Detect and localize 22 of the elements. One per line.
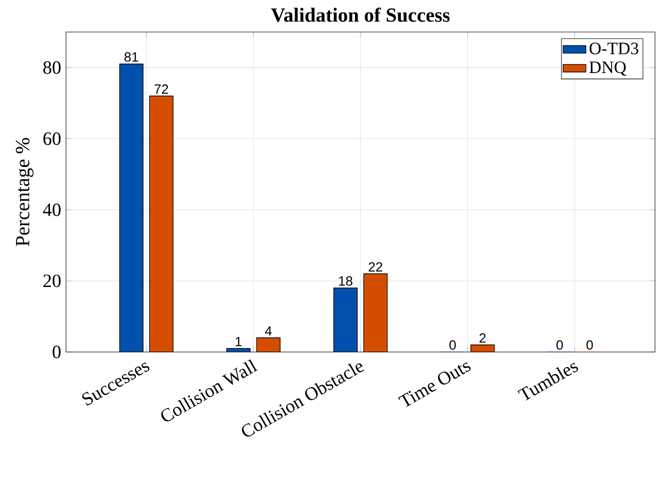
x-tick-label: Time Outs [398, 362, 471, 408]
data-label: 1 [236, 336, 242, 346]
legend-label: O-TD3 [590, 42, 638, 54]
y-tick-label: 80 [43, 61, 61, 74]
y-tick-label: 0 [52, 346, 61, 358]
data-label: 0 [449, 340, 456, 350]
data-label: 22 [368, 262, 382, 272]
data-label: 2 [480, 333, 486, 343]
y-axis-title: Percentage % [16, 138, 34, 246]
data-label: 0 [586, 340, 593, 350]
y-tick-label: 20 [43, 274, 61, 288]
data-label: 81 [124, 52, 138, 62]
bar [119, 64, 144, 352]
chart-title: Validation of Success [271, 8, 450, 22]
data-label: 4 [265, 326, 272, 336]
legend-label: DNQ [589, 61, 626, 76]
y-tick-label: 60 [43, 132, 61, 145]
data-label: 18 [339, 276, 352, 286]
data-label: 0 [556, 340, 563, 350]
bar [333, 288, 358, 352]
y-tick-label: 40 [42, 203, 61, 216]
data-label: 72 [154, 84, 168, 94]
